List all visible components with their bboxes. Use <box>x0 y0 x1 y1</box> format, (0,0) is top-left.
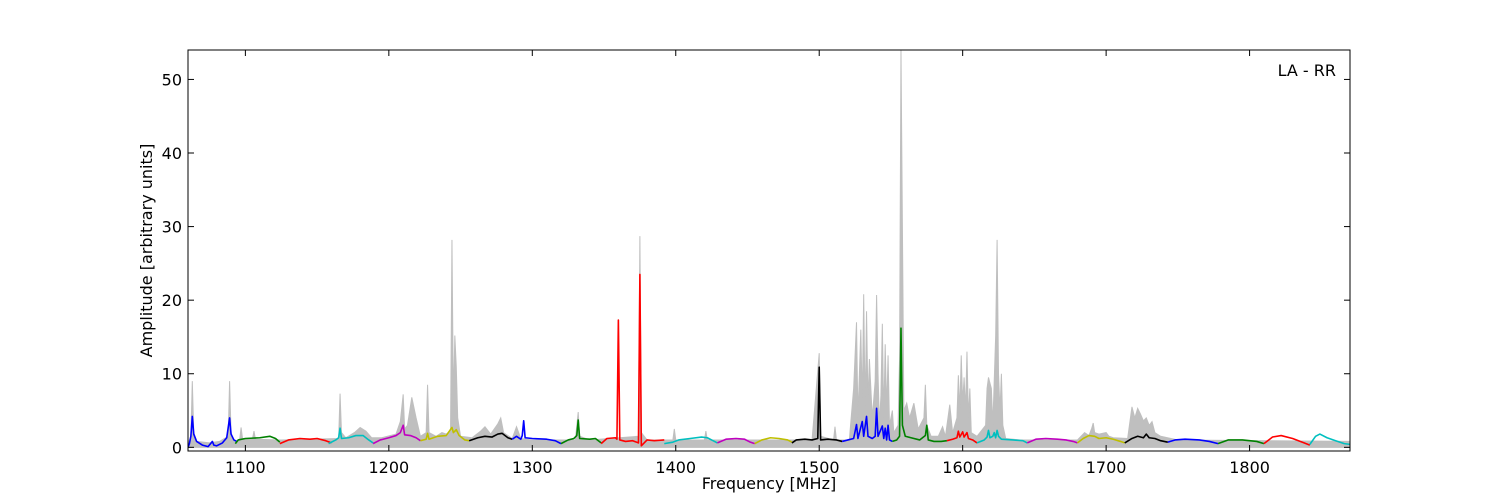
series-line-21 <box>1124 433 1168 444</box>
series-line-15 <box>841 407 893 443</box>
series-line-7 <box>468 432 513 442</box>
series-line-19 <box>1026 437 1078 444</box>
x-tick-label: 1100 <box>225 458 266 477</box>
spectrum-series-group <box>188 273 1350 448</box>
raw-spectrum-area <box>188 50 1350 448</box>
series-line-8 <box>511 420 562 445</box>
y-axis-label: Amplitude [arbitrary units] <box>137 144 156 358</box>
series-line-2 <box>234 435 281 445</box>
x-tick-label: 1600 <box>942 458 983 477</box>
series-line-25 <box>1309 433 1350 446</box>
series-line-24 <box>1263 434 1311 446</box>
series-line-12 <box>717 437 755 445</box>
y-tick-label: 30 <box>162 218 182 237</box>
y-tick-label: 0 <box>172 438 182 457</box>
y-axis-ticks: 0 10 20 30 40 50 <box>162 70 1350 457</box>
series-line-17 <box>946 430 978 444</box>
x-tick-label: 1700 <box>1086 458 1127 477</box>
plot-frame <box>187 49 1351 452</box>
series-line-20 <box>1076 434 1126 444</box>
x-tick-label: 1400 <box>655 458 696 477</box>
x-tick-label: 1800 <box>1229 458 1270 477</box>
series-line-5 <box>372 424 421 445</box>
x-tick-label: 1200 <box>368 458 409 477</box>
series-line-1 <box>188 415 238 448</box>
series-line-14 <box>791 366 843 444</box>
series-line-16 <box>892 327 947 443</box>
x-tick-label: 1500 <box>799 458 840 477</box>
series-line-6 <box>420 426 470 442</box>
series-line-18 <box>976 429 1028 444</box>
y-tick-label: 10 <box>162 365 182 384</box>
y-tick-label: 40 <box>162 144 182 163</box>
x-axis-label: Frequency [MHz] <box>702 474 836 493</box>
series-line-3 <box>279 437 332 445</box>
y-tick-label: 20 <box>162 291 182 310</box>
baseline-annotation: LA - RR <box>1278 61 1336 80</box>
raw-spectrum-background <box>188 50 1350 448</box>
series-line-10 <box>600 273 665 447</box>
x-axis-ticks: 1100 1200 1300 1400 1500 1600 1700 1800 <box>225 50 1270 477</box>
y-tick-label: 50 <box>162 70 182 89</box>
series-line-22 <box>1167 438 1219 445</box>
series-line-23 <box>1217 439 1265 445</box>
series-line-9 <box>560 419 602 445</box>
series-line-4 <box>328 427 374 445</box>
series-line-11 <box>664 436 718 445</box>
x-tick-label: 1300 <box>512 458 553 477</box>
series-line-13 <box>754 436 793 445</box>
